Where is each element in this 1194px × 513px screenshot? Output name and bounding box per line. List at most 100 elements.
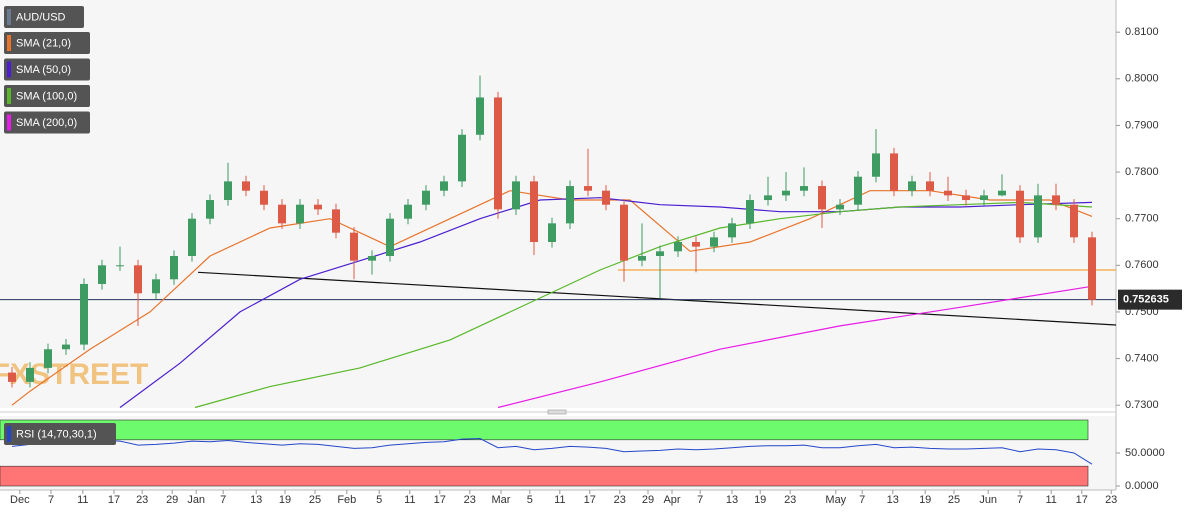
x-tick-label: 5 [527, 494, 533, 506]
candle-body [638, 255, 646, 261]
sma-line [194, 201, 1093, 409]
x-tick-label: 17 [108, 494, 120, 506]
candle-body [296, 204, 304, 224]
candle-body [1034, 195, 1042, 238]
candle-body [188, 218, 196, 256]
candle-body [368, 255, 376, 261]
candle-body [1070, 204, 1078, 238]
trendline [197, 271, 1117, 326]
candle-body [404, 204, 412, 219]
candle-body [782, 190, 790, 196]
legend-item: SMA (50,0) [4, 58, 90, 81]
resize-handle[interactable] [547, 409, 567, 415]
candle-body [620, 204, 628, 261]
legend-swatch [7, 88, 11, 104]
candle-body [44, 349, 52, 368]
price-panel [0, 0, 1116, 408]
x-tick-label: 5 [376, 494, 382, 506]
candle-body [1088, 237, 1096, 300]
candle-body [278, 204, 286, 224]
sma-line [119, 197, 1093, 408]
legend-item: SMA (21,0) [4, 32, 90, 54]
x-tick-label: 7 [48, 494, 54, 506]
watermark: FXSTREET [0, 358, 148, 391]
x-tick-label: 23 [464, 494, 476, 506]
candle-body [494, 97, 502, 210]
legend-item: RSI (14,70,30,1) [4, 423, 116, 445]
candle-body [62, 344, 70, 350]
legend-swatch [7, 61, 11, 78]
candle-body [998, 190, 1006, 196]
candle-body [134, 265, 142, 294]
rsi-band [0, 419, 1089, 441]
legend-box [4, 58, 90, 81]
candle-body [548, 223, 556, 243]
candle-body [818, 186, 826, 210]
legend-label: SMA (50,0) [16, 64, 71, 76]
legend-item: AUD/USD [4, 6, 84, 28]
legend-box [4, 85, 90, 107]
x-tick-label: 19 [919, 494, 931, 506]
x-tick-label: 17 [584, 494, 596, 506]
x-tick-label: Jun [979, 494, 997, 506]
sma-line [497, 285, 1093, 409]
candle-body [1016, 190, 1024, 238]
x-tick-label: Feb [337, 494, 356, 506]
candle-body [386, 218, 394, 256]
x-tick-label: 23 [1105, 494, 1117, 506]
x-tick-label: 11 [404, 494, 415, 506]
x-tick-label: 13 [250, 494, 262, 506]
last-price-box [1118, 289, 1182, 310]
candle-body [962, 195, 970, 201]
candle-body [944, 190, 952, 196]
legend-box [4, 6, 84, 28]
candle-body [854, 176, 862, 205]
legend-box [4, 32, 90, 54]
y-tick-label: 0.7700 [1125, 213, 1159, 225]
candle-body [764, 195, 772, 201]
legend-label: SMA (21,0) [16, 37, 71, 49]
candle-body [530, 181, 538, 243]
y-tick-label: 0.8100 [1125, 26, 1159, 38]
x-tick-label: 11 [77, 494, 88, 506]
candle-body [890, 153, 898, 191]
candle-body [8, 372, 16, 382]
x-tick-label: 13 [887, 494, 899, 506]
y-tick-label: 0.7600 [1125, 259, 1159, 271]
x-tick-label: 7 [1017, 494, 1023, 506]
x-tick-label: 25 [309, 494, 321, 506]
candle-body [170, 255, 178, 280]
x-tick-label: 11 [1045, 494, 1056, 506]
x-tick-label: 23 [614, 494, 626, 506]
sma-line [11, 190, 1093, 406]
x-tick-label: 17 [434, 494, 446, 506]
candle-body [242, 181, 250, 191]
legend-item: SMA (100,0) [4, 85, 90, 107]
x-tick-label: Jan [187, 494, 205, 506]
x-tick-label: 23 [136, 494, 148, 506]
legend-label: SMA (200,0) [16, 117, 77, 129]
candle-body [800, 186, 808, 191]
x-tick-label: Apr [663, 494, 680, 506]
candle-body [26, 367, 34, 382]
candle-body [692, 242, 700, 247]
x-tick-label: 29 [642, 494, 654, 506]
candle-body [674, 242, 682, 252]
candle-body [332, 209, 340, 233]
candle-body [98, 265, 106, 284]
x-tick-label: 17 [1076, 494, 1088, 506]
x-tick-label: May [825, 494, 846, 506]
x-tick-label: Mar [492, 494, 511, 506]
legend-label: RSI (14,70,30,1) [16, 428, 97, 440]
candle-body [80, 283, 88, 345]
legend-swatch [7, 9, 11, 25]
candle-body [116, 265, 124, 267]
x-tick-label: 7 [697, 494, 703, 506]
y-tick-label: 0.7400 [1125, 352, 1159, 364]
candle-body [476, 97, 484, 135]
y-tick-label: 0.8000 [1125, 73, 1159, 85]
candle-body [584, 186, 592, 191]
x-tick-label: 7 [859, 494, 865, 506]
legend-swatch [7, 114, 11, 131]
